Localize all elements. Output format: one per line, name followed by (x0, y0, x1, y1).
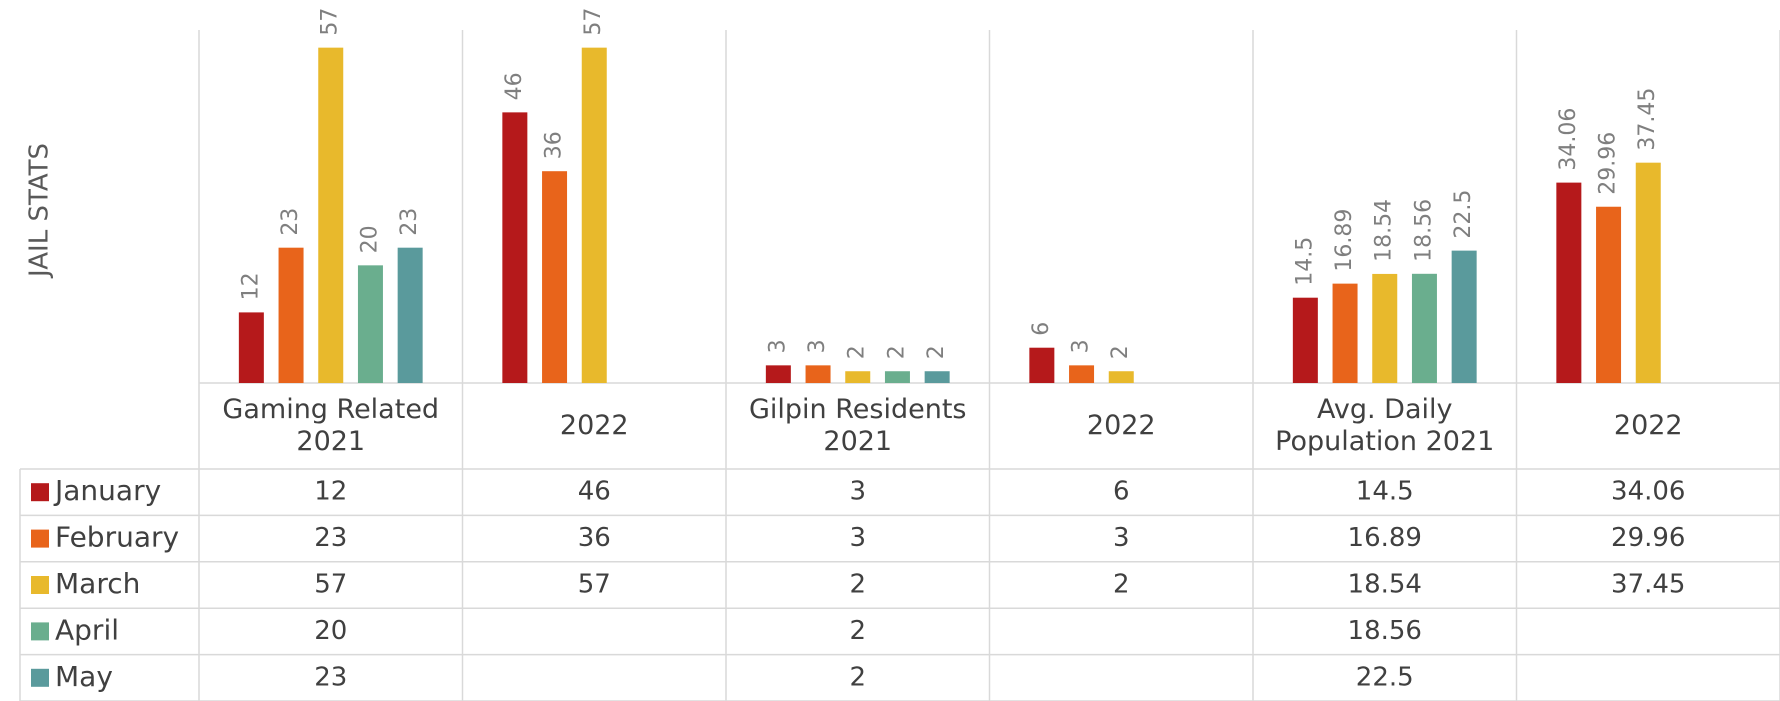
category-label: Avg. Daily Population 2021 (1275, 393, 1495, 457)
table-cell: 29.96 (1611, 523, 1685, 553)
data-label: 20 (357, 225, 382, 253)
data-label: 46 (502, 72, 527, 100)
table-cell: 18.56 (1348, 616, 1422, 646)
table-cell: 23 (314, 662, 347, 692)
table-cell: 6 (1113, 477, 1130, 507)
category-label: Gilpin Residents 2021 (748, 393, 967, 457)
table-cell: 18.54 (1348, 570, 1422, 600)
legend-label: March (55, 567, 140, 600)
legend-swatch (31, 668, 49, 687)
data-label: 2 (845, 345, 870, 359)
bar (1372, 273, 1398, 383)
legend-label: April (55, 613, 119, 646)
table-cell: 36 (578, 523, 611, 553)
table-cell: 2 (849, 570, 866, 600)
bar (238, 312, 264, 383)
bar (1596, 206, 1622, 383)
data-label: 16.89 (1332, 209, 1357, 272)
data-label: 12 (238, 272, 263, 300)
legend-swatch (31, 483, 49, 502)
data-label: 36 (542, 131, 567, 159)
category-label: 2022 (559, 409, 629, 441)
bar (1069, 365, 1095, 383)
data-label: 14.5 (1292, 237, 1317, 286)
bar (845, 371, 871, 383)
table-cell: 14.5 (1356, 477, 1414, 507)
legend-label: February (55, 521, 179, 554)
bar (542, 171, 568, 383)
data-label: 57 (318, 8, 343, 36)
data-label: 23 (397, 208, 422, 236)
table-cell: 12 (314, 477, 347, 507)
bar (1029, 347, 1055, 383)
table-cell: 22.5 (1356, 662, 1414, 692)
table-cell: 2 (849, 616, 866, 646)
table-cell: 3 (849, 477, 866, 507)
bar (765, 365, 791, 383)
data-label: 18.54 (1372, 199, 1397, 262)
bar (1411, 273, 1437, 383)
data-label: 2 (1108, 345, 1133, 359)
legend-swatch (31, 529, 49, 548)
category-label: 2022 (1613, 409, 1683, 441)
y-axis-label: JAIL STATS (25, 143, 55, 279)
category-label: Gaming Related 2021 (222, 393, 440, 457)
table-cell: 16.89 (1348, 523, 1422, 553)
bar (924, 371, 950, 383)
bar (1556, 182, 1582, 383)
bar (502, 112, 528, 383)
table-cell: 57 (314, 570, 347, 600)
data-label: 6 (1029, 322, 1054, 336)
data-label: 23 (278, 208, 303, 236)
table-cell: 3 (849, 523, 866, 553)
data-label: 37.45 (1635, 88, 1660, 151)
bar (357, 265, 383, 383)
table-cell: 2 (1113, 570, 1130, 600)
data-label: 22.5 (1451, 190, 1476, 239)
bar (1108, 371, 1134, 383)
legend-swatch (31, 576, 49, 594)
table-cell: 57 (578, 570, 611, 600)
legend-label: January (53, 474, 161, 507)
category-label: 2022 (1086, 409, 1156, 441)
bar (805, 365, 831, 383)
bar (1292, 297, 1318, 383)
table-cell: 46 (578, 477, 611, 507)
bar (884, 371, 910, 383)
data-label: 29.96 (1596, 132, 1621, 195)
data-label: 2 (924, 345, 949, 359)
bar (1635, 162, 1661, 383)
bar (1332, 283, 1358, 383)
data-label: 3 (805, 339, 830, 353)
bar (397, 247, 423, 383)
table-cell: 2 (849, 662, 866, 692)
bar (1451, 250, 1477, 383)
bar (318, 47, 344, 384)
table-cell: 23 (314, 523, 347, 553)
data-label: 2 (884, 345, 909, 359)
bar (581, 47, 607, 384)
data-label: 3 (1069, 339, 1094, 353)
data-label: 3 (765, 339, 790, 353)
data-label: 18.56 (1411, 199, 1436, 262)
data-label: 57 (581, 8, 606, 36)
bar (278, 247, 304, 383)
table-cell: 3 (1113, 523, 1130, 553)
table-cell: 20 (314, 616, 347, 646)
legend-label: May (55, 660, 113, 693)
legend-swatch (31, 622, 49, 641)
data-label: 34.06 (1556, 108, 1581, 171)
table-cell: 34.06 (1611, 477, 1685, 507)
table-cell: 37.45 (1611, 570, 1685, 600)
